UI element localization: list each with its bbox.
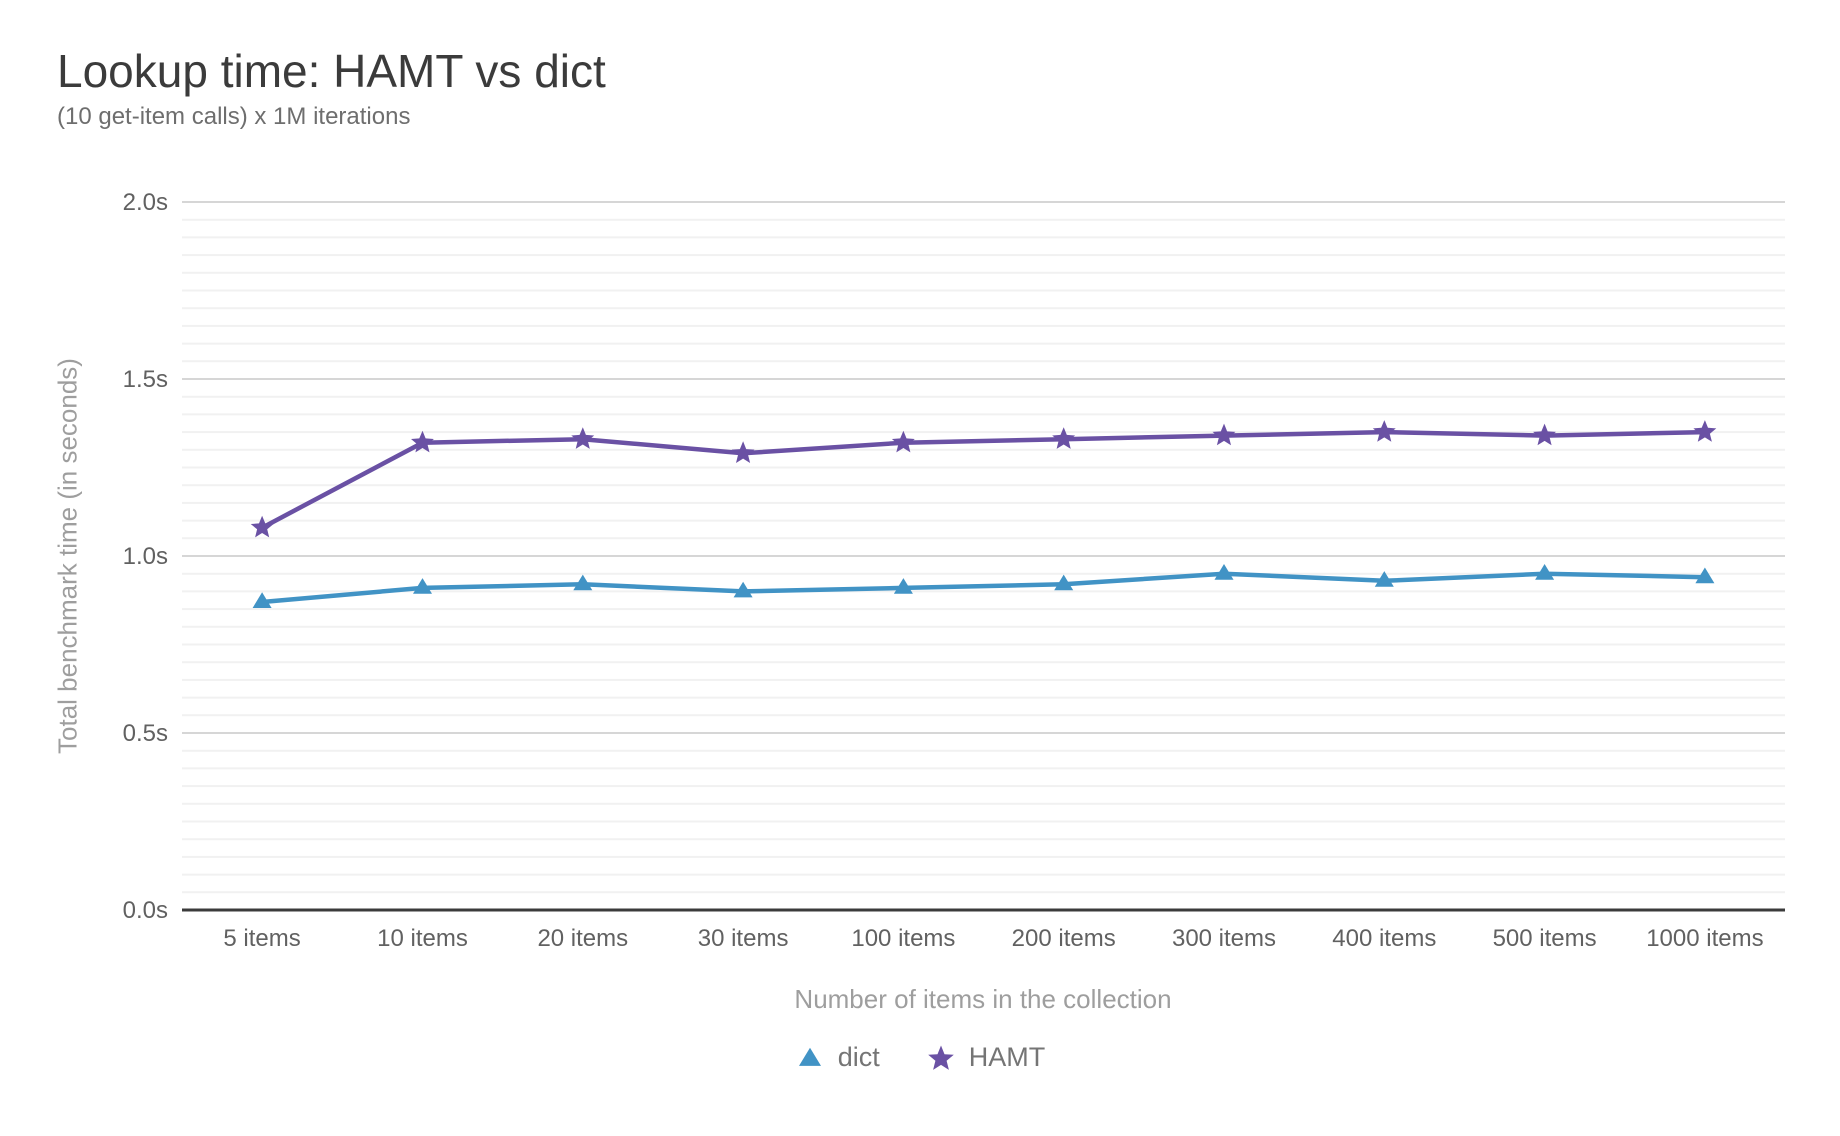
x-tick-label: 30 items: [698, 925, 789, 952]
y-tick-label: 0.0s: [123, 897, 168, 924]
x-tick-label: 20 items: [537, 925, 628, 952]
series-line-HAMT: [259, 429, 1708, 530]
dict-marker: [1214, 564, 1234, 580]
x-tick-label: 400 items: [1332, 925, 1436, 952]
legend-label: dict: [837, 1042, 880, 1072]
dict-marker: [733, 581, 753, 598]
y-tick-label: 0.5s: [123, 720, 168, 747]
HAMT-marker: [1052, 427, 1076, 449]
y-tick-label: 1.5s: [123, 366, 168, 393]
HAMT-marker: [731, 441, 755, 463]
dict-marker: [1374, 571, 1394, 587]
dict-marker: [413, 578, 432, 594]
x-axis-title: Number of items in the collection: [794, 984, 1172, 1014]
series-line-dict: [259, 571, 1708, 605]
legend: dict HAMT: [0, 1042, 1840, 1073]
chart-subtitle: (10 get-item calls) x 1M iterations: [57, 103, 411, 130]
y-tick-label: 1.0s: [123, 543, 168, 570]
HAMT-marker: [1693, 420, 1717, 442]
dict-marker: [893, 578, 913, 594]
x-tick-label: 100 items: [851, 925, 955, 952]
dict-marker: [1054, 574, 1074, 591]
HAMT-marker: [411, 430, 434, 453]
HAMT-marker: [891, 430, 915, 453]
HAMT-marker: [1212, 423, 1236, 446]
legend-item-HAMT: HAMT: [926, 1042, 1046, 1073]
x-tick-label: 200 items: [1012, 925, 1116, 952]
dict-marker: [573, 574, 593, 591]
x-tick-label: 10 items: [377, 925, 468, 952]
x-tick-label: 5 items: [223, 925, 300, 952]
x-tick-label: 500 items: [1493, 925, 1597, 952]
legend-item-dict: dict: [795, 1042, 880, 1073]
x-tick-label: 1000 items: [1646, 925, 1763, 952]
dict-marker: [1535, 564, 1555, 580]
legend-triangle-icon: [798, 1047, 821, 1066]
HAMT-marker: [571, 427, 595, 449]
y-tick-label: 2.0s: [123, 189, 168, 216]
legend-star-icon: [927, 1045, 954, 1070]
HAMT-marker: [250, 515, 274, 538]
y-axis-title: Total benchmark time (in seconds): [52, 358, 83, 754]
chart-title: Lookup time: HAMT vs dict: [57, 45, 606, 97]
HAMT-marker: [1533, 423, 1556, 446]
dict-marker: [1695, 567, 1715, 584]
x-tick-label: 300 items: [1172, 925, 1276, 952]
legend-label: HAMT: [968, 1042, 1046, 1072]
dict-marker: [252, 592, 272, 608]
HAMT-marker: [1372, 420, 1396, 442]
